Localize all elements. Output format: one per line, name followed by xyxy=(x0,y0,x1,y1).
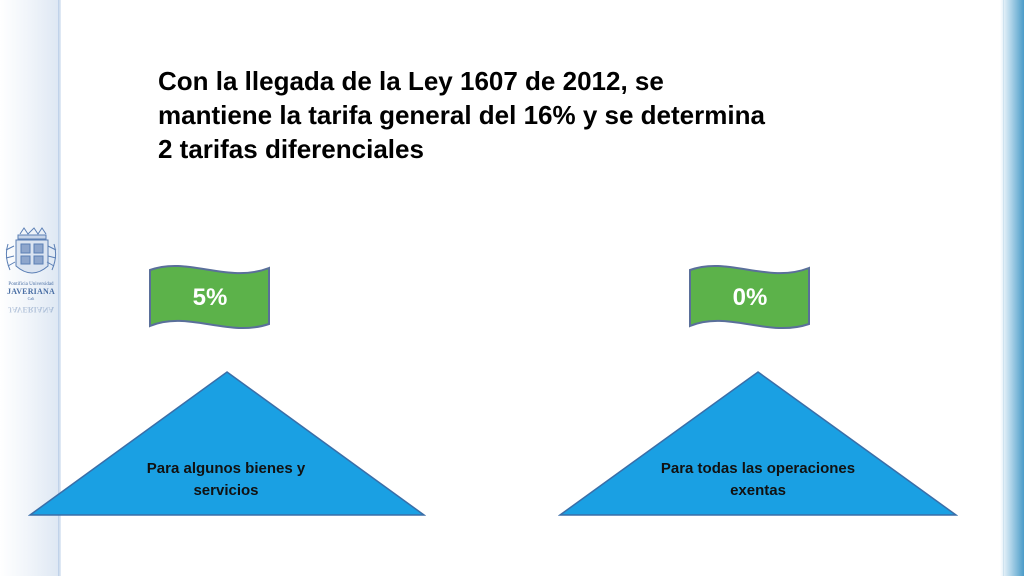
right-decorative-band xyxy=(1000,0,1024,576)
rate-flag-0: 0% xyxy=(688,262,812,332)
flag-shape xyxy=(689,265,810,329)
logo-line1: Pontificia Universidad xyxy=(8,282,54,287)
triangle-shape xyxy=(28,371,426,516)
university-logo xyxy=(2,226,60,318)
crest-icon xyxy=(5,227,57,274)
flag-shape xyxy=(149,265,270,329)
rate-value: 0% xyxy=(732,284,768,311)
logo-caption: Pontificia Universidad JAVERIANA Cali JA… xyxy=(2,282,60,314)
right-band-line xyxy=(1003,0,1004,576)
rate-description: Para todas las operaciones exentas xyxy=(660,460,856,499)
rate-triangle-0: Para todas las operaciones exentas xyxy=(558,370,958,518)
rate-description: Para algunos bienes y servicios xyxy=(146,460,306,499)
logo-reflection: JAVERIANA xyxy=(7,305,55,314)
triangle-shape xyxy=(558,371,958,516)
logo-line2: JAVERIANA xyxy=(7,287,55,296)
rate-flag-5: 5% xyxy=(148,262,272,332)
left-decorative-band xyxy=(0,0,60,576)
logo-line3: Cali xyxy=(27,296,35,301)
rate-triangle-5: Para algunos bienes y servicios xyxy=(28,370,426,518)
rate-value: 5% xyxy=(192,284,228,311)
slide-title: Con la llegada de la Ley 1607 de 2012, s… xyxy=(158,66,765,164)
left-band-edge xyxy=(58,0,61,576)
